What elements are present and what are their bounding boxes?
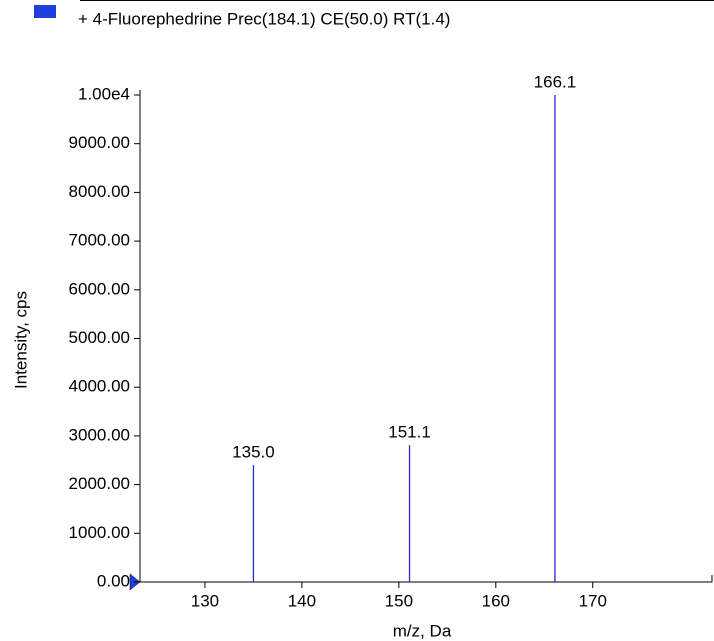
y-tick-label: 3000.00 (69, 425, 130, 444)
y-tick-label: 6000.00 (69, 279, 130, 298)
x-tick-label: 160 (482, 591, 510, 610)
legend-swatch (34, 5, 56, 18)
y-tick-label: 5000.00 (69, 328, 130, 347)
y-tick-label: 9000.00 (69, 133, 130, 152)
x-tick-label: 170 (579, 591, 607, 610)
x-tick-label: 150 (385, 591, 413, 610)
y-tick-label: 2000.00 (69, 474, 130, 493)
y-axis-label: Intensity, cps (11, 291, 30, 389)
x-axis-label: m/z, Da (393, 621, 452, 640)
y-tick-label: 1.00e4 (78, 84, 130, 103)
x-tick-label: 130 (191, 591, 219, 610)
y-tick-label: 8000.00 (69, 182, 130, 201)
peak-label: 135.0 (232, 443, 275, 462)
peak-label: 151.1 (388, 423, 431, 442)
peak-label: 166.1 (534, 72, 577, 91)
y-tick-label: 0.00 (97, 571, 130, 590)
y-tick-label: 7000.00 (69, 231, 130, 250)
y-tick-label: 1000.00 (69, 523, 130, 542)
y-tick-label: 4000.00 (69, 377, 130, 396)
x-tick-label: 140 (288, 591, 316, 610)
chart-title: + 4-Fluorephedrine Prec(184.1) CE(50.0) … (78, 9, 450, 28)
